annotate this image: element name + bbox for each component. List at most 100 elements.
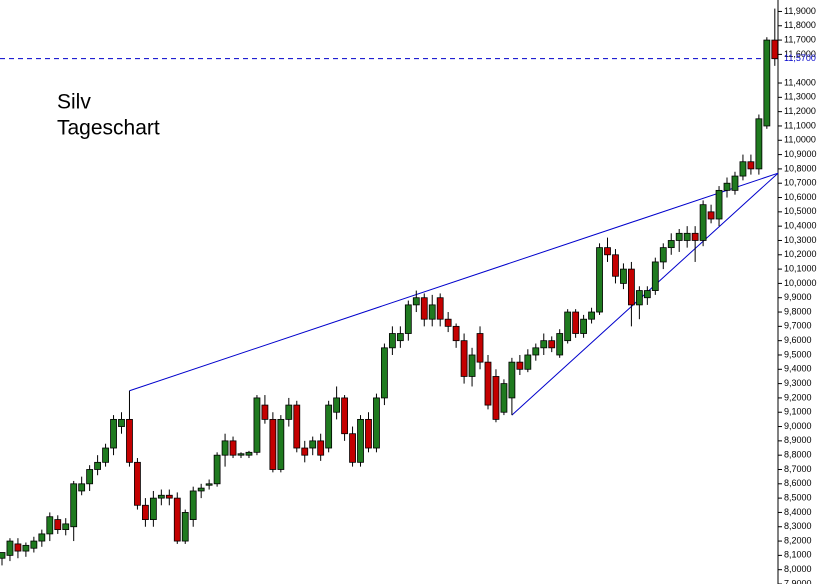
candle-body: [468, 354, 476, 377]
candle-body: [516, 361, 524, 370]
candle-body: [70, 483, 78, 528]
candle-body: [540, 340, 548, 349]
candle-body: [118, 418, 125, 427]
candle-body: [747, 161, 755, 170]
candle-body: [357, 418, 364, 463]
y-tick-label: 9,5000: [784, 349, 812, 359]
candle-body: [173, 497, 181, 542]
candle-body: [763, 39, 771, 127]
candle-body: [293, 404, 301, 449]
candle-body: [723, 182, 731, 191]
candle-body: [691, 232, 699, 241]
candle-body: [309, 440, 317, 449]
candle-body: [62, 523, 70, 531]
candle-body: [30, 540, 38, 549]
candle-body: [181, 512, 189, 542]
y-tick-label: 8,4000: [784, 507, 812, 517]
y-tick-label: 9,0000: [784, 421, 812, 431]
y-tick-label: 9,4000: [784, 364, 812, 374]
candle-body: [325, 404, 333, 449]
y-tick-label: 8,6000: [784, 478, 812, 488]
candle-body: [110, 418, 117, 449]
candle-body: [14, 543, 22, 552]
y-tick-label: 9,9000: [784, 292, 812, 302]
candle-body: [245, 451, 253, 456]
y-tick-label: 11,1000: [784, 120, 816, 130]
candle-body: [715, 189, 723, 220]
candle-body: [86, 469, 94, 485]
y-tick-label: 9,8000: [784, 306, 812, 316]
candle-body: [333, 397, 341, 413]
y-tick-label: 10,4000: [784, 221, 817, 231]
candle-body: [532, 347, 540, 356]
y-tick-label: 9,3000: [784, 378, 812, 388]
candle-body: [349, 433, 356, 463]
candle-body: [301, 447, 309, 456]
y-tick-label: 10,5000: [784, 206, 817, 216]
candle-body: [572, 311, 580, 334]
candle-body: [452, 325, 460, 342]
candle-body: [588, 311, 595, 320]
y-tick-label: 11,0000: [784, 135, 816, 145]
chart-subtitle: Tageschart: [57, 117, 160, 140]
y-tick-label: 8,3000: [784, 521, 812, 531]
candle-body: [205, 483, 213, 486]
candle-body: [269, 418, 277, 470]
candle-body: [94, 461, 101, 470]
candle-body: [436, 297, 444, 320]
candle-body: [484, 361, 492, 406]
candle-body: [78, 483, 86, 492]
y-tick-label: 10,1000: [784, 263, 817, 273]
candle-body: [476, 333, 484, 363]
candle-body: [755, 118, 763, 170]
candle-body: [165, 494, 173, 499]
candle-body: [38, 533, 46, 542]
y-tick-label: 9,7000: [784, 321, 812, 331]
y-tick-label: 11,9000: [784, 6, 816, 16]
candle-body: [580, 318, 587, 334]
y-tick-label: 7,9000: [784, 578, 812, 584]
candle-body: [388, 333, 396, 349]
y-tick-label: 8,1000: [784, 550, 812, 560]
candle-body: [126, 418, 133, 463]
candle-body: [492, 376, 500, 420]
candle-body: [261, 404, 269, 420]
y-tick-label: 9,2000: [784, 392, 812, 402]
y-tick-label: 9,6000: [784, 335, 812, 345]
candle-body: [341, 397, 348, 435]
y-tick-label: 10,7000: [784, 178, 817, 188]
y-tick-label: 11,6000: [784, 49, 816, 59]
chart-title: Silv: [57, 91, 91, 114]
candle-body: [253, 397, 261, 453]
candle-body: [548, 340, 556, 349]
candle-body: [149, 497, 157, 520]
y-tick-label: 10,2000: [784, 249, 817, 259]
candle-body: [102, 447, 109, 463]
y-tick-label: 10,8000: [784, 163, 817, 173]
y-tick-label: 11,3000: [784, 92, 816, 102]
candle-body: [142, 504, 149, 520]
candle-body: [651, 261, 659, 291]
candle-body: [285, 404, 293, 420]
candle-body: [420, 297, 428, 320]
candle-body: [277, 418, 285, 470]
candle-body: [404, 304, 412, 334]
candle-body: [699, 204, 707, 241]
candle-body: [675, 232, 683, 241]
trendline: [129, 172, 779, 392]
candle-body: [460, 340, 468, 377]
candle-body: [134, 461, 141, 506]
y-tick-label: 11,2000: [784, 106, 816, 116]
candle-body: [707, 211, 715, 220]
candle-body: [604, 247, 611, 256]
candle-body: [317, 440, 325, 456]
candle-body: [667, 240, 675, 249]
candle-body: [500, 383, 508, 413]
candle-body: [412, 297, 420, 306]
candle-body: [731, 175, 739, 191]
candle-body: [197, 487, 205, 492]
candle-body: [508, 361, 516, 399]
y-tick-label: 8,5000: [784, 492, 812, 502]
